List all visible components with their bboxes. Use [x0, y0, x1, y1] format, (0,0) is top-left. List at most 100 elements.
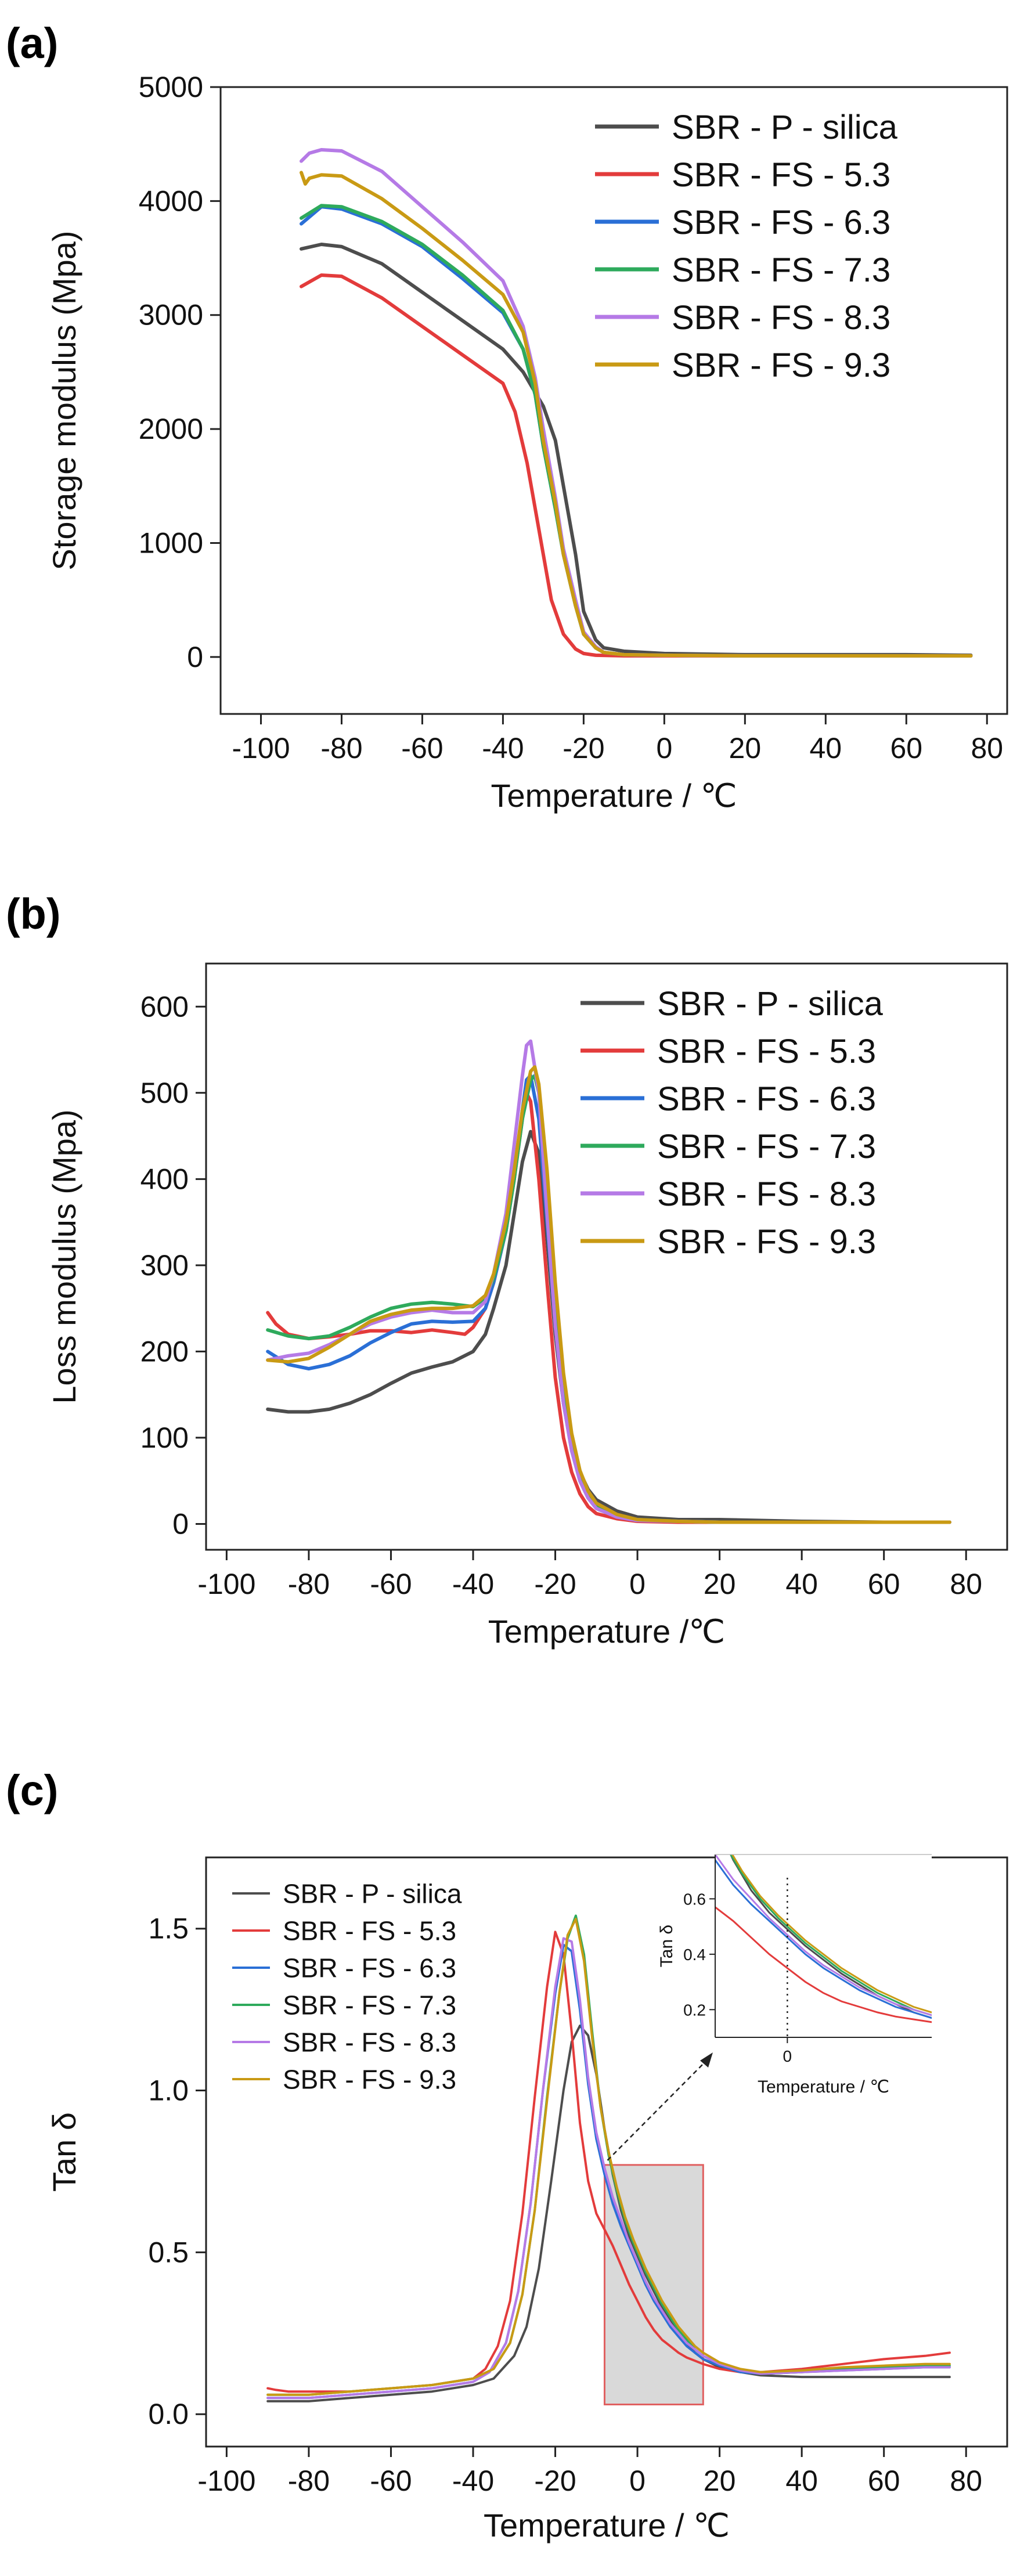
- series-line-5: [266, 1937, 951, 2400]
- legend-entry: SBR - FS - 8.3: [657, 1175, 876, 1213]
- y-axis-label: Loss modulus (Mpa): [46, 1109, 82, 1404]
- legend-entry: SBR - FS - 6.3: [283, 1953, 456, 1983]
- y-tick-label: 1.0: [148, 2074, 189, 2107]
- inset-series-line-6: [731, 1855, 932, 2014]
- legend-entry: SBR - P - silica: [672, 109, 898, 146]
- inset-series-line-3: [715, 1858, 932, 2019]
- legend: SBR - P - silica SBR - FS - 5.3 SBR - FS -…: [232, 1879, 462, 2095]
- x-tick-label: 20: [704, 2465, 736, 2497]
- legend-entry: SBR - FS - 9.3: [672, 347, 890, 384]
- y-tick-label: 500: [140, 1077, 189, 1109]
- x-axis-label: Temperature /℃: [488, 1613, 725, 1650]
- legend-entry: SBR - FS - 8.3: [283, 2027, 456, 2058]
- legend-entry: SBR - FS - 5.3: [283, 1916, 456, 1946]
- x-axis-label: Temperature / ℃: [484, 2507, 730, 2543]
- x-tick-label: 0: [629, 2465, 646, 2497]
- x-tick-label: -80: [288, 2465, 330, 2497]
- inset-y-tick-label: 0.6: [683, 1890, 706, 1908]
- x-tick-label: -60: [401, 732, 443, 764]
- legend-entry: SBR - FS - 9.3: [657, 1223, 876, 1261]
- x-tick-label: -80: [320, 732, 362, 764]
- x-tick-label: -40: [482, 732, 524, 764]
- x-tick-label: 80: [971, 732, 1003, 764]
- legend-entry: SBR - FS - 6.3: [672, 204, 890, 241]
- y-tick-label: 400: [140, 1163, 189, 1195]
- legend-entry: SBR - FS - 6.3: [657, 1080, 876, 1118]
- x-tick-label: -100: [232, 732, 290, 764]
- legend-entry: SBR - FS - 8.3: [672, 299, 890, 337]
- x-tick-label: -20: [534, 1568, 576, 1600]
- inset-series-line-1: [730, 1855, 932, 2019]
- x-axis-label: Temperature / ℃: [491, 777, 737, 814]
- y-tick-label: 1.5: [148, 1913, 189, 1945]
- legend-entry: SBR - FS - 7.3: [672, 251, 890, 289]
- y-tick-label: 4000: [139, 185, 203, 217]
- legend-entry: SBR - FS - 5.3: [672, 156, 890, 194]
- inset-y-tick-label: 0.2: [683, 2001, 706, 2019]
- plot-frame: [205, 962, 1008, 1551]
- inset-pointer-line: [607, 2057, 710, 2161]
- chart-panel-b: (b) -100 -80 -60 -40 -20 0 20 40 60 80 0 100 200 300 40…: [6, 890, 1008, 1650]
- x-tick-label: 40: [809, 732, 842, 764]
- series-line-1: [266, 1130, 951, 1524]
- x-tick-label: -20: [534, 2465, 576, 2497]
- inset-y-axis-label: Tan δ: [657, 1925, 676, 1967]
- legend-entry: SBR - FS - 9.3: [283, 2065, 456, 2095]
- x-tick-label: -20: [563, 732, 604, 764]
- x-tick-label: 20: [729, 732, 762, 764]
- y-axis-label: Storage modulus (Mpa): [46, 230, 82, 570]
- x-tick-label: -100: [197, 2465, 255, 2497]
- y-tick-label: 0.0: [148, 2398, 189, 2430]
- x-tick-label: 80: [950, 1568, 982, 1600]
- x-tick-label: 60: [868, 1568, 900, 1600]
- panel-label: (c): [6, 1766, 58, 1814]
- legend-entry: SBR - P - silica: [283, 1879, 462, 1909]
- inset-pointer-arrowhead: [700, 2052, 713, 2068]
- x-tick-label: -40: [452, 2465, 494, 2497]
- x-tick-label: 0: [656, 732, 672, 764]
- series-line-6: [300, 171, 973, 658]
- x-tick-label: 40: [785, 2465, 818, 2497]
- x-tick-label: 60: [890, 732, 922, 764]
- x-tick-label: 0: [629, 1568, 646, 1600]
- series-line-6: [266, 1918, 951, 2396]
- x-tick-label: 80: [950, 2465, 982, 2497]
- inset-x-tick-label: 0: [783, 2047, 792, 2065]
- legend-entry: SBR - FS - 7.3: [283, 1990, 456, 2021]
- legend: SBR - P - silica SBR - FS - 5.3 SBR - FS -…: [580, 985, 884, 1261]
- chart-panel-c: (c) -100 -80 -60 -40 -20 0 20 40 60 80 0.0 0.5 1.0 1.5…: [6, 1766, 1008, 2543]
- legend-entry: SBR - P - silica: [657, 985, 884, 1023]
- panel-label: (a): [6, 19, 58, 67]
- y-tick-label: 0: [172, 1507, 189, 1540]
- legend-entry: SBR - FS - 7.3: [657, 1128, 876, 1166]
- x-tick-label: 20: [704, 1568, 736, 1600]
- y-tick-label: 200: [140, 1335, 189, 1368]
- plot-frame: [219, 86, 1008, 715]
- inset-x-axis-label: Temperature / ℃: [758, 2077, 889, 2097]
- x-tick-label: -80: [288, 1568, 330, 1600]
- x-tick-label: -40: [452, 1568, 494, 1600]
- inset-series-line-4: [730, 1855, 932, 2016]
- inset-series-line-5: [715, 1855, 932, 2016]
- chart-panel-a: (a) -100 -80 -60 -40 -20 0 20 40 60 80 0 1000 2000 300…: [6, 19, 1008, 814]
- legend: SBR - P - silica SBR - FS - 5.3 SBR - FS -…: [595, 109, 898, 384]
- inset-y-tick-label: 0.4: [683, 1946, 706, 1964]
- x-tick-label: -60: [370, 2465, 412, 2497]
- inset-chart: 0.2 0.4 0.6 0 Temperature / ℃ Tan δ: [607, 1854, 932, 2161]
- y-tick-label: 1000: [139, 526, 203, 559]
- x-tick-label: 60: [868, 2465, 900, 2497]
- series-line-6: [266, 1065, 951, 1524]
- y-tick-label: 2000: [139, 413, 203, 445]
- y-tick-label: 3000: [139, 299, 203, 331]
- y-tick-label: 600: [140, 990, 189, 1023]
- x-tick-label: -100: [197, 1568, 255, 1600]
- y-axis-label: Tan δ: [46, 2112, 82, 2192]
- y-tick-label: 5000: [139, 71, 203, 103]
- legend-entry: SBR - FS - 5.3: [657, 1033, 876, 1070]
- y-tick-label: 0.5: [148, 2236, 189, 2268]
- y-tick-label: 0: [187, 641, 203, 673]
- inset-series-group: [715, 1855, 932, 2023]
- panel-label: (b): [6, 890, 61, 938]
- y-tick-label: 300: [140, 1249, 189, 1282]
